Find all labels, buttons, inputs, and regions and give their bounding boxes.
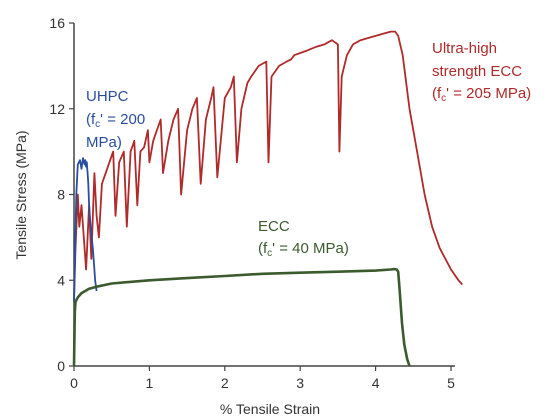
y-tick-label: 0 xyxy=(57,358,65,374)
annotation-ecc: ECC (fc' = 40 MPa) xyxy=(258,218,349,259)
y-axis-label: Tensile Stress (MPa) xyxy=(13,130,29,259)
annotation-uhpc-line-2: (fc' = 200 xyxy=(86,111,145,130)
annotation-uhpc: UHPC (fc' = 200 MPa) xyxy=(86,88,145,151)
x-tick-label: 2 xyxy=(221,375,229,391)
annotation-uhecc-line-3: (fc' = 205 MPa) xyxy=(432,85,531,104)
annotation-uhpc-line-3: MPa) xyxy=(86,134,122,151)
annotation-uhecc-line-2: strength ECC xyxy=(432,63,522,80)
y-tick-label: 16 xyxy=(49,15,65,31)
x-tick-label: 3 xyxy=(296,375,304,391)
y-tick-label: 8 xyxy=(57,187,65,203)
annotation-uhecc-line-1: Ultra-high xyxy=(432,40,497,57)
series-group xyxy=(72,30,463,367)
x-tick-label: 0 xyxy=(70,375,78,391)
annotation-ecc-line-1: ECC xyxy=(258,218,290,235)
x-tick-label: 1 xyxy=(146,375,154,391)
x-tick-label: 5 xyxy=(447,375,455,391)
series-line-ecc xyxy=(72,267,411,367)
annotation-uhecc: Ultra-high strength ECC (fc' = 205 MPa) xyxy=(432,40,531,104)
annotation-uhpc-line-1: UHPC xyxy=(86,88,129,105)
series-line-uhecc xyxy=(73,30,463,302)
annotation-ecc-line-2: (fc' = 40 MPa) xyxy=(258,240,349,259)
series-line-uhpc xyxy=(73,157,98,302)
y-tick-label: 12 xyxy=(49,101,65,117)
x-tick-label: 4 xyxy=(372,375,380,391)
x-axis-label: % Tensile Strain xyxy=(220,401,320,417)
y-tick-label: 4 xyxy=(57,272,65,288)
